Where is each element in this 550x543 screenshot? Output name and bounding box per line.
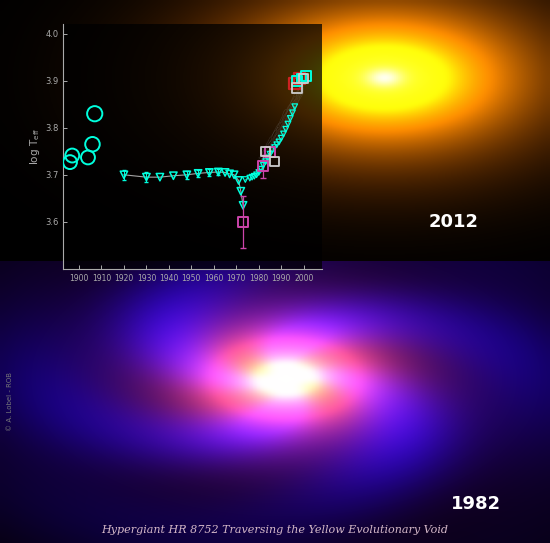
Point — [284, 119, 293, 128]
Point — [214, 168, 223, 176]
Point — [268, 146, 277, 155]
Point — [279, 130, 288, 138]
Text: 1982: 1982 — [451, 495, 501, 513]
Point — [261, 157, 270, 166]
Point — [293, 84, 301, 92]
Point — [255, 168, 263, 177]
Y-axis label: log T$_{\rm eff}$: log T$_{\rm eff}$ — [28, 128, 42, 165]
Text: 2012: 2012 — [429, 213, 479, 231]
Point — [261, 147, 270, 156]
Point — [68, 151, 76, 160]
Point — [250, 172, 258, 181]
Point — [270, 143, 279, 152]
Point — [142, 173, 151, 181]
Point — [236, 187, 245, 195]
Point — [266, 148, 274, 156]
Point — [266, 150, 274, 159]
Point — [286, 114, 295, 123]
Text: © A. Lobel - ROB: © A. Lobel - ROB — [7, 372, 13, 431]
Point — [290, 102, 299, 111]
Point — [88, 140, 97, 149]
Point — [274, 137, 283, 146]
Point — [282, 125, 290, 134]
Point — [221, 168, 229, 177]
Point — [183, 171, 191, 179]
Point — [259, 161, 268, 170]
Point — [263, 154, 272, 162]
Point — [156, 173, 164, 181]
Point — [90, 109, 99, 118]
Point — [295, 74, 304, 83]
Point — [301, 72, 310, 80]
Point — [299, 74, 308, 83]
Point — [65, 158, 74, 167]
Point — [234, 176, 243, 185]
Point — [225, 169, 234, 178]
Point — [239, 201, 248, 210]
Point — [119, 171, 128, 179]
Point — [245, 174, 254, 182]
Point — [270, 157, 279, 166]
Point — [205, 168, 214, 177]
Point — [252, 171, 261, 179]
Point — [277, 134, 285, 142]
Point — [288, 109, 297, 117]
Point — [297, 74, 306, 83]
Point — [230, 171, 239, 179]
Point — [290, 79, 299, 87]
Point — [169, 172, 178, 180]
Point — [239, 217, 248, 226]
Text: Hypergiant HR 8752 Traversing the Yellow Evolutionary Void: Hypergiant HR 8752 Traversing the Yellow… — [102, 525, 448, 534]
Point — [257, 165, 266, 174]
Point — [84, 153, 92, 162]
Point — [241, 175, 250, 184]
Point — [259, 162, 268, 171]
Point — [293, 77, 301, 85]
Point — [194, 169, 202, 178]
Point — [272, 141, 281, 149]
Point — [248, 173, 256, 181]
